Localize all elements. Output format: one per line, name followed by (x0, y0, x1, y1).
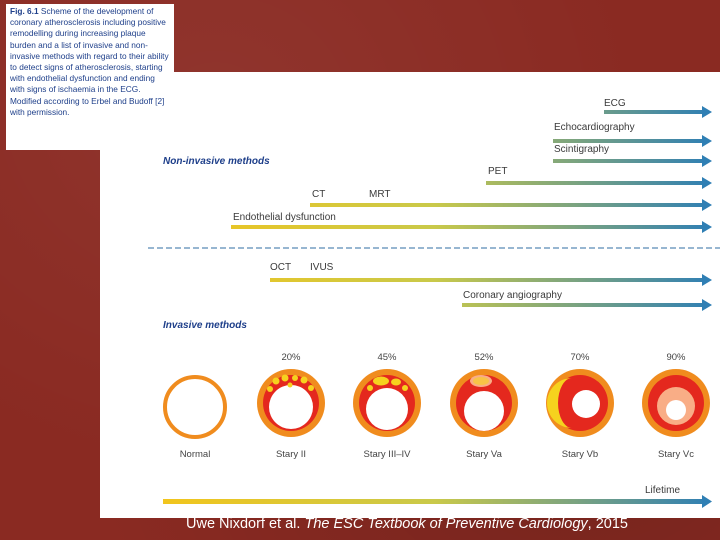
label-coronary-angiography: Coronary angiography (463, 290, 562, 301)
label-oct: OCT (270, 262, 291, 273)
label-ecg: ECG (604, 98, 626, 109)
arrow-scintigraphy (553, 155, 712, 167)
caption-figure-label: Fig. 6.1 (10, 6, 39, 16)
artery-stary-vc (642, 369, 710, 437)
stage-percent: 45% (377, 352, 397, 363)
label-pet: PET (488, 166, 507, 177)
caption-body: Scheme of the development of coronary at… (10, 6, 169, 117)
citation-authors: Uwe Nixdorf et al. (186, 516, 305, 532)
label-mrt: MRT (369, 189, 390, 200)
stage-percent: 52% (474, 352, 494, 363)
arrow-lifetime (163, 495, 712, 508)
artery-stary-vb (546, 369, 614, 437)
label-ivus: IVUS (310, 262, 334, 273)
label-ct: CT (312, 189, 325, 200)
label-endothelial-dysfunction: Endothelial dysfunction (233, 212, 336, 223)
stage-label: Stary Va (466, 449, 502, 460)
arrow-pet (486, 177, 712, 189)
stage-percent: 90% (666, 352, 686, 363)
citation-year: , 2015 (587, 516, 628, 532)
citation-title: The ESC Textbook of Preventive Cardiolog… (304, 516, 588, 532)
artery-stary-iii-iv (353, 369, 421, 437)
artery-stary-ii (257, 369, 325, 437)
artery-stary-va (450, 369, 518, 437)
label-lifetime: Lifetime (645, 485, 680, 496)
figure-panel (100, 72, 720, 518)
label-scintigraphy: Scintigraphy (554, 144, 609, 155)
arrow-ecg (604, 106, 712, 118)
heading-non-invasive: Non-invasive methods (163, 156, 270, 167)
label-echocardiography: Echocardiography (554, 122, 635, 133)
stage-label: Stary II (276, 449, 306, 460)
artery-normal (163, 375, 227, 439)
stage-percent: 20% (281, 352, 301, 363)
arrow-coronary-angiography (462, 299, 712, 311)
arrow-oct-ivus (270, 274, 712, 286)
stage-label: Normal (180, 449, 211, 460)
stage-label: Stary Vb (562, 449, 598, 460)
arrow-ct-mrt (310, 199, 712, 211)
heading-invasive: Invasive methods (163, 320, 247, 331)
stage-label: Stary III–IV (364, 449, 412, 460)
arrow-endothelial-dysfunction (231, 221, 712, 233)
figure-caption: Fig. 6.1 Scheme of the development of co… (6, 4, 174, 150)
arrow-echocardiography (553, 135, 712, 147)
citation: Uwe Nixdorf et al. The ESC Textbook of P… (186, 516, 628, 532)
stage-percent: 70% (570, 352, 590, 363)
stage-label: Stary Vc (658, 449, 694, 460)
